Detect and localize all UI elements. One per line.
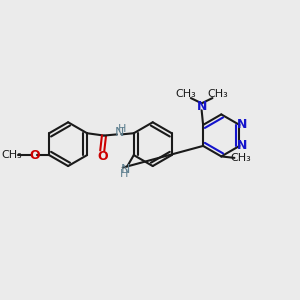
Text: CH₃: CH₃ [2,150,22,160]
Text: CH₃: CH₃ [207,89,228,99]
Text: CH₃: CH₃ [230,153,251,163]
Text: N: N [115,126,124,140]
Text: O: O [29,148,40,162]
Text: N: N [237,118,248,131]
Text: N: N [237,140,248,152]
Text: H: H [119,169,128,179]
Text: H: H [118,124,126,134]
Text: O: O [97,150,108,163]
Text: N: N [196,100,207,113]
Text: CH₃: CH₃ [175,89,196,99]
Text: N: N [120,163,130,176]
